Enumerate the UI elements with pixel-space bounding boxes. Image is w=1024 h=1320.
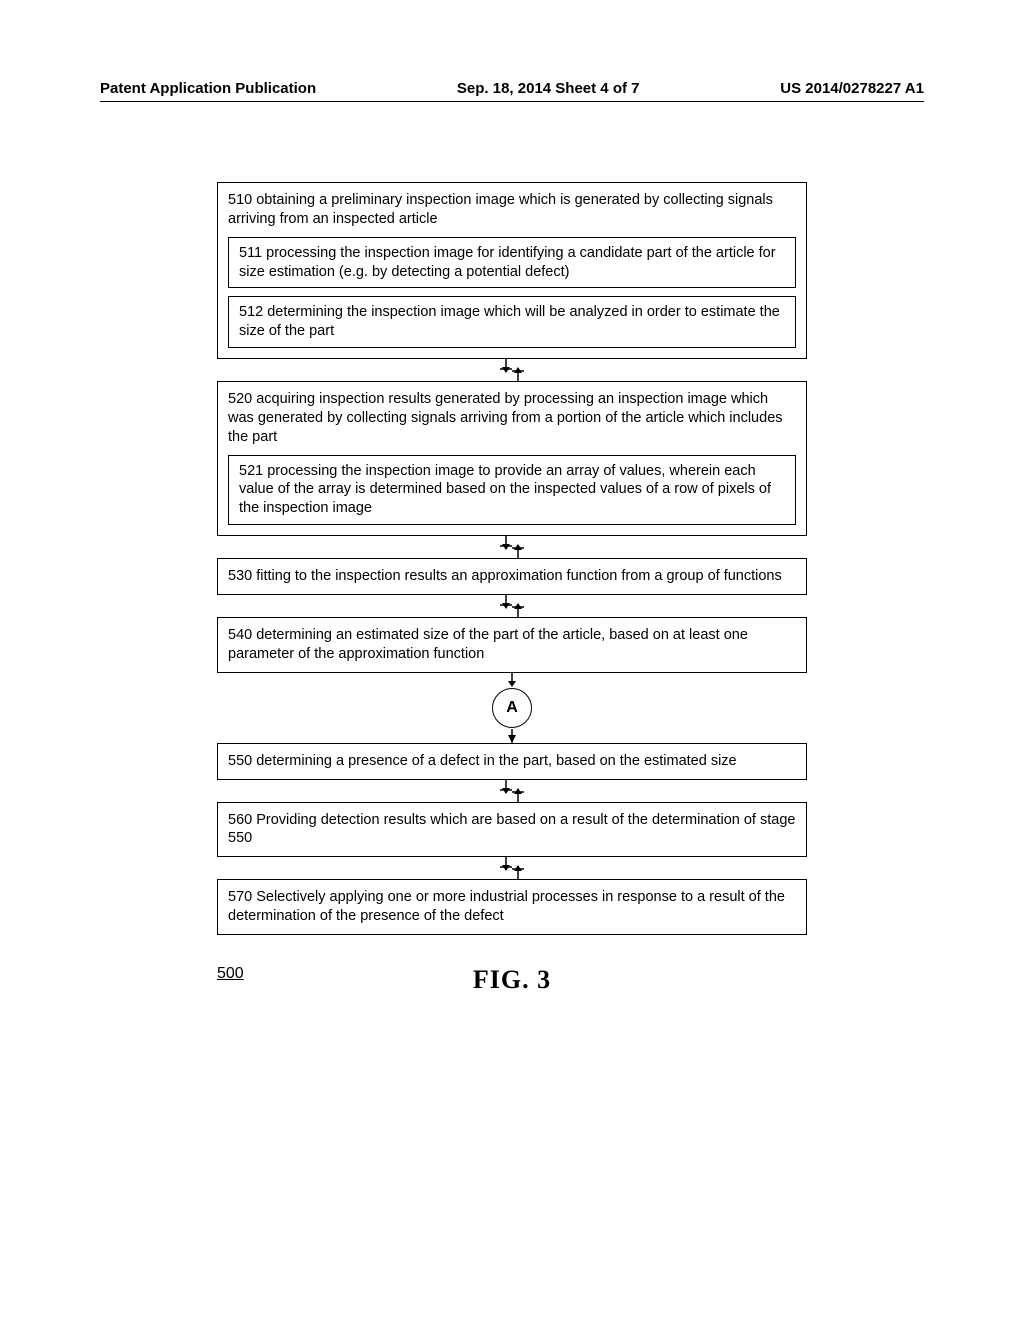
step-520-text: 520 acquiring inspection results generat…: [228, 390, 796, 447]
connector-a: A: [217, 673, 807, 743]
down-arrow-icon: [492, 780, 532, 802]
figure-footer: 500 FIG. 3: [217, 965, 807, 995]
down-arrow-icon: [492, 857, 532, 879]
header-center: Sep. 18, 2014 Sheet 4 of 7: [457, 80, 640, 97]
arrow-550-560: [217, 780, 807, 802]
down-arrow-icon: [492, 536, 532, 558]
flowchart-container: 510 obtaining a preliminary inspection i…: [217, 182, 807, 935]
step-512: 512 determining the inspection image whi…: [228, 296, 796, 348]
circle-a-label: A: [492, 688, 532, 728]
step-570: 570 Selectively applying one or more ind…: [217, 879, 807, 935]
down-arrow-icon: [492, 359, 532, 381]
reference-number: 500: [217, 965, 244, 983]
step-540: 540 determining an estimated size of the…: [217, 617, 807, 673]
arrow-510-520: [217, 359, 807, 381]
step-510: 510 obtaining a preliminary inspection i…: [217, 182, 807, 359]
step-510-text: 510 obtaining a preliminary inspection i…: [228, 191, 796, 229]
step-560: 560 Providing detection results which ar…: [217, 802, 807, 858]
arrow-530-540: [217, 595, 807, 617]
header-left: Patent Application Publication: [100, 80, 316, 97]
step-550: 550 determining a presence of a defect i…: [217, 743, 807, 780]
page-header: Patent Application Publication Sep. 18, …: [100, 80, 924, 102]
step-511: 511 processing the inspection image for …: [228, 237, 796, 289]
down-arrow-icon: [492, 595, 532, 617]
figure-label: FIG. 3: [473, 965, 551, 995]
header-right: US 2014/0278227 A1: [780, 80, 924, 97]
arrow-560-570: [217, 857, 807, 879]
arrow-520-530: [217, 536, 807, 558]
step-521: 521 processing the inspection image to p…: [228, 455, 796, 526]
step-530: 530 fitting to the inspection results an…: [217, 558, 807, 595]
step-520: 520 acquiring inspection results generat…: [217, 381, 807, 536]
